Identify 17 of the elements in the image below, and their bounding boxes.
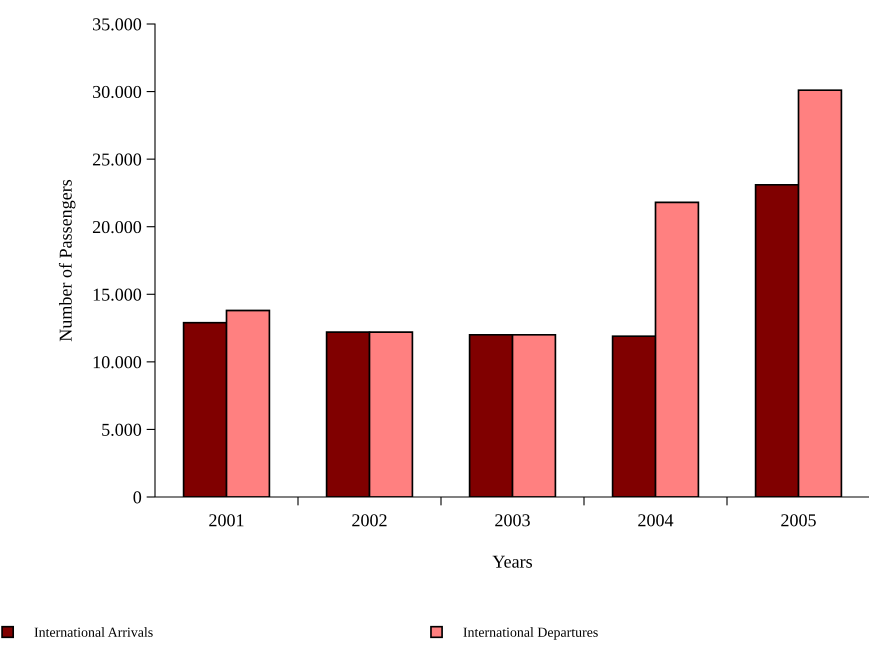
y-axis-title: Number of Passengers (58, 180, 76, 342)
x-tick-label: 2002 (352, 514, 387, 526)
legend-label: International Arrivals (34, 627, 153, 637)
y-tick-label: 30.000 (93, 86, 142, 98)
x-axis-title: Years (492, 556, 532, 568)
x-tick-label: 2004 (638, 514, 674, 526)
y-tick-label: 20.000 (92, 220, 142, 234)
y-tick-label: 25.000 (92, 153, 142, 166)
y-tick-label: 5.000 (102, 424, 142, 436)
x-tick-label: 2003 (495, 514, 530, 526)
y-tick-label: 0 (133, 491, 142, 504)
x-tick-label: 2005 (781, 514, 816, 526)
legend-label: International Departures (463, 627, 598, 640)
x-tick-label: 2001 (209, 514, 244, 526)
y-tick-label: 15.000 (94, 288, 142, 301)
y-tick-label: 10.000 (94, 356, 142, 368)
y-tick-label: 35.000 (93, 18, 142, 31)
